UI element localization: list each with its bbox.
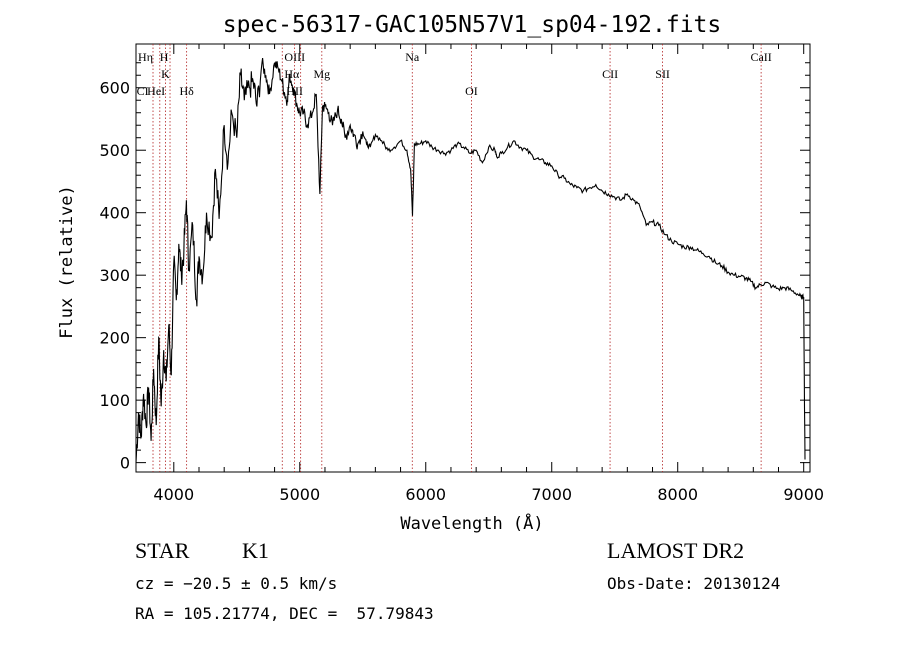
spectral-line-label: Hη xyxy=(138,50,153,64)
spectral-line-label: Hδ xyxy=(179,84,194,98)
plot-frame xyxy=(135,43,811,473)
spectral-line-label: Na xyxy=(405,50,420,64)
x-axis-label: Wavelength (Å) xyxy=(400,512,543,534)
spectral-line-label: HeI xyxy=(147,84,165,98)
spectrum-line xyxy=(135,58,806,463)
spectral-lines xyxy=(152,44,762,472)
x-tick-label: 4000 xyxy=(153,485,194,504)
x-tick-label: 5000 xyxy=(279,485,320,504)
x-tick-label: 8000 xyxy=(657,485,698,504)
y-tick-label: 600 xyxy=(99,79,130,98)
spectral-line-label: K xyxy=(161,67,170,81)
spectral-line-label: CaII xyxy=(750,50,771,64)
x-tick-label: 9000 xyxy=(783,485,824,504)
spectral-line-label: SII xyxy=(655,67,670,81)
y-tick-label: 500 xyxy=(99,141,130,160)
y-tick-label: 400 xyxy=(99,204,130,223)
y-tick-label: 100 xyxy=(99,391,130,410)
spectral-line-label: OIII xyxy=(284,50,305,64)
y-tick-label: 200 xyxy=(99,329,130,348)
y-tick-label: 0 xyxy=(120,454,130,473)
axis-ticks: 4000 5000 6000 7000 8000 9000 0 100 200 300 400 500… xyxy=(99,44,824,504)
x-tick-label: 7000 xyxy=(531,485,572,504)
spectral-line-label: Mg xyxy=(313,67,330,81)
spectral-line-label: H xyxy=(160,50,169,64)
y-axis-label: Flux (relative) xyxy=(57,185,77,339)
chart-title: spec-56317-GAC105N57V1_sp04-192.fits xyxy=(223,12,722,38)
observation-date: Obs-Date: 20130124 xyxy=(607,574,781,593)
x-tick-label: 6000 xyxy=(405,485,446,504)
spectrum-series xyxy=(135,58,806,463)
survey-name: LAMOST DR2 xyxy=(607,538,745,563)
redshift-velocity: cz = −20.5 ± 0.5 km/s xyxy=(135,574,338,593)
spectral-line-label: CII xyxy=(602,67,618,81)
object-class: STAR xyxy=(135,538,190,563)
coordinates: RA = 105.21774, DEC = 57.79843 xyxy=(135,604,434,623)
y-tick-label: 300 xyxy=(99,266,130,285)
spectral-line-label: Hα xyxy=(284,67,300,81)
spectral-line-label: OI xyxy=(465,84,478,98)
object-subclass: K1 xyxy=(242,538,269,563)
plot-border xyxy=(135,43,811,473)
spectral-line-label: CI xyxy=(137,84,149,98)
